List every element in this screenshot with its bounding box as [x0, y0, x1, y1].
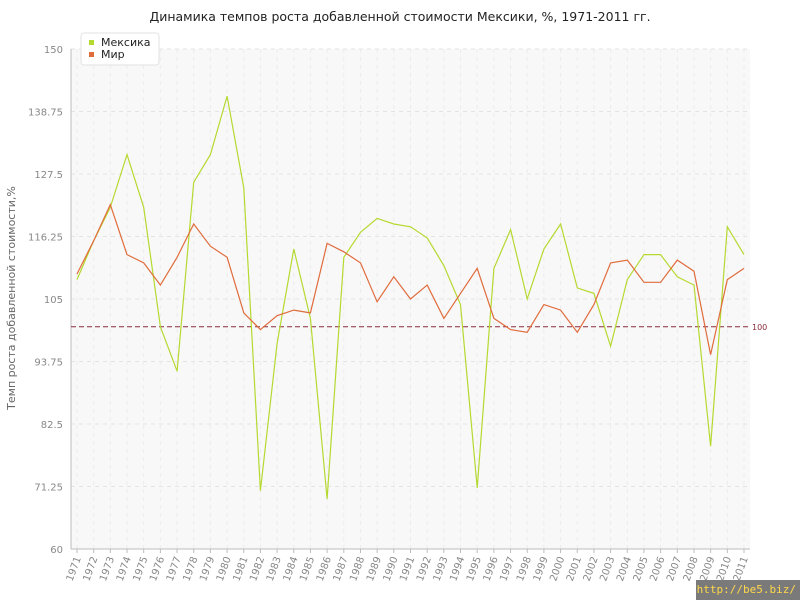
series-line-mexico — [76, 96, 745, 500]
x-tick-labels: 1971197219731974197519761977197819791980… — [65, 549, 751, 583]
x-tick-label: 2011 — [732, 555, 751, 583]
y-tick-label: 82.5 — [41, 420, 63, 431]
grid-lines — [71, 48, 750, 550]
y-tick-label: 127.5 — [34, 170, 63, 181]
y-tick-label: 71.25 — [34, 483, 63, 494]
y-axis-title: Темп роста добавленной стоимости,% — [5, 186, 18, 411]
series-line-world — [76, 202, 745, 355]
reference-line: 100 — [71, 323, 767, 332]
reference-line-label: 100 — [752, 323, 767, 332]
legend-label: Мир — [101, 48, 125, 61]
y-tick-label: 60 — [50, 545, 63, 556]
y-tick-label: 105 — [44, 295, 63, 306]
y-tick-label: 150 — [44, 45, 63, 56]
legend-box — [80, 32, 160, 66]
legend-swatch — [89, 40, 94, 45]
legend-label: Мексика — [101, 36, 150, 49]
y-tick-label: 138.75 — [28, 108, 63, 119]
y-tick-label: 93.75 — [34, 358, 63, 369]
watermark: http://be5.biz/ — [696, 580, 800, 600]
chart-title: Динамика темпов роста добавленной стоимо… — [149, 9, 650, 24]
y-tick-labels: 60 71.25 82.5 93.75 105 116.25 127.5 138.75 150 — [28, 45, 63, 556]
y-tick-label: 116.25 — [28, 233, 63, 244]
series-lines — [76, 96, 745, 500]
legend-swatch — [89, 52, 94, 57]
